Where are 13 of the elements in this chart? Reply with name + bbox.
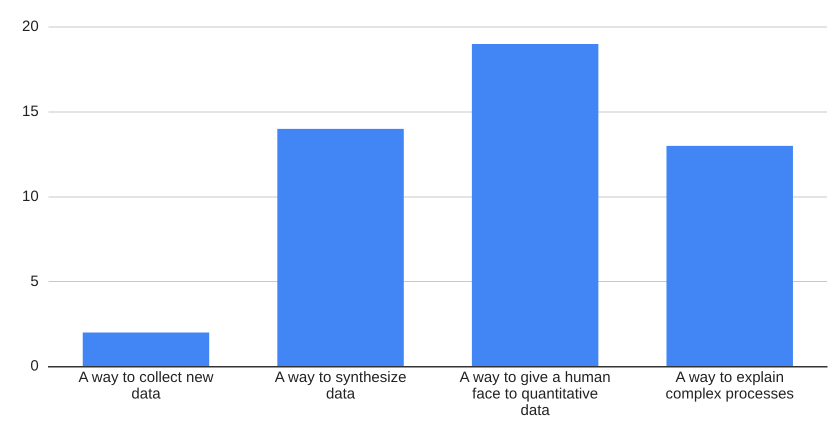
bar xyxy=(666,146,793,366)
y-tick-label: 5 xyxy=(30,272,39,290)
x-tick-label: A way to synthesize data xyxy=(274,368,406,402)
y-tick-label: 20 xyxy=(22,18,39,36)
x-tick-label: A way to collect new data xyxy=(78,368,214,402)
y-tick-label: 10 xyxy=(22,188,39,205)
y-tick-label: 15 xyxy=(22,103,39,120)
x-tick-label: A way to give a human face to quantitative data xyxy=(460,368,611,419)
bar xyxy=(472,44,598,366)
bar xyxy=(82,332,210,366)
y-tick-label: 0 xyxy=(30,358,39,375)
x-tick-label: A way to explain complex processes xyxy=(666,368,794,402)
bar xyxy=(277,128,404,366)
